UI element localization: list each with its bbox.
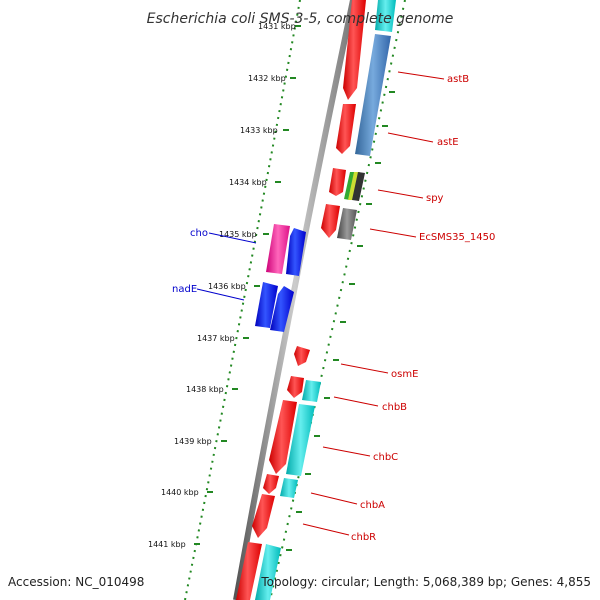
gene-nadE[interactable]: [270, 286, 294, 332]
label-connectors-right: [302, 71, 445, 536]
ruler-label: 1431 kbp: [258, 22, 296, 31]
label-spy[interactable]: spy: [426, 193, 444, 204]
ruler-label: 1435 kbp: [219, 230, 257, 239]
cds-spy[interactable]: [344, 172, 365, 201]
ruler-label: 1433 kbp: [240, 126, 278, 135]
ruler-label: 1437 kbp: [197, 334, 235, 343]
label-chbA[interactable]: chbA: [360, 500, 385, 511]
map-title: Escherichia coli SMS-3-5, complete genom…: [147, 11, 454, 27]
cds-track: [255, 0, 396, 600]
label-connectors-left: [196, 232, 257, 301]
right-track-ticks: [286, 91, 395, 551]
label-astB[interactable]: astB: [447, 74, 469, 85]
reverse-strand-genes: [255, 224, 306, 332]
gene-chbR[interactable]: [252, 494, 275, 538]
label-osmE[interactable]: osmE: [391, 369, 418, 380]
label-cho[interactable]: cho: [190, 228, 208, 239]
cds-astB[interactable]: [355, 34, 391, 156]
gene-EcSMS35_1450[interactable]: [321, 204, 340, 238]
label-chbC[interactable]: chbC: [373, 452, 398, 463]
gene-spy[interactable]: [329, 168, 346, 196]
ruler-track: [184, 0, 301, 600]
gene-astE[interactable]: [336, 104, 356, 154]
ruler-label: 1440 kbp: [161, 488, 199, 497]
ruler-track-right: [269, 0, 406, 600]
gene-red-bottom[interactable]: [236, 542, 262, 600]
gene-chbA[interactable]: [263, 474, 279, 494]
label-astE[interactable]: astE: [437, 137, 459, 148]
gene-astB[interactable]: [343, 0, 366, 100]
cds-chbB[interactable]: [302, 380, 321, 402]
gene-nadE-cds[interactable]: [255, 282, 278, 328]
cds-chbC[interactable]: [286, 404, 315, 476]
label-nadE[interactable]: nadE: [172, 284, 197, 295]
ruler-label: 1441 kbp: [148, 540, 186, 549]
label-chbB[interactable]: chbB: [382, 402, 407, 413]
ruler-label: 1432 kbp: [248, 74, 286, 83]
ruler-label: 1434 kbp: [229, 178, 267, 187]
cds-chbA[interactable]: [280, 478, 298, 498]
ruler-label: 1436 kbp: [208, 282, 246, 291]
label-EcSMS35_1450[interactable]: EcSMS35_1450: [419, 232, 495, 243]
cds-cyan-bottom[interactable]: [255, 544, 281, 600]
ruler-label: 1438 kbp: [186, 385, 224, 394]
ruler-label: 1439 kbp: [174, 437, 212, 446]
cds-cyan-top[interactable]: [375, 0, 396, 32]
gene-chbB[interactable]: [287, 376, 304, 398]
gene-cho[interactable]: [286, 228, 306, 276]
gene-osmE[interactable]: [294, 346, 310, 366]
cds-EcSMS35_1450[interactable]: [337, 208, 357, 240]
gene-chbC[interactable]: [269, 400, 297, 474]
accession-text: Accession: NC_010498: [8, 575, 145, 589]
genome-backbone: [233, 0, 356, 600]
label-chbR[interactable]: chbR: [351, 532, 376, 543]
forward-strand-genes: [236, 0, 366, 600]
ruler-ticks: [194, 25, 301, 545]
topology-text: Topology: circular; Length: 5,068,389 bp…: [261, 575, 591, 589]
gene-cho-cds[interactable]: [266, 224, 290, 274]
